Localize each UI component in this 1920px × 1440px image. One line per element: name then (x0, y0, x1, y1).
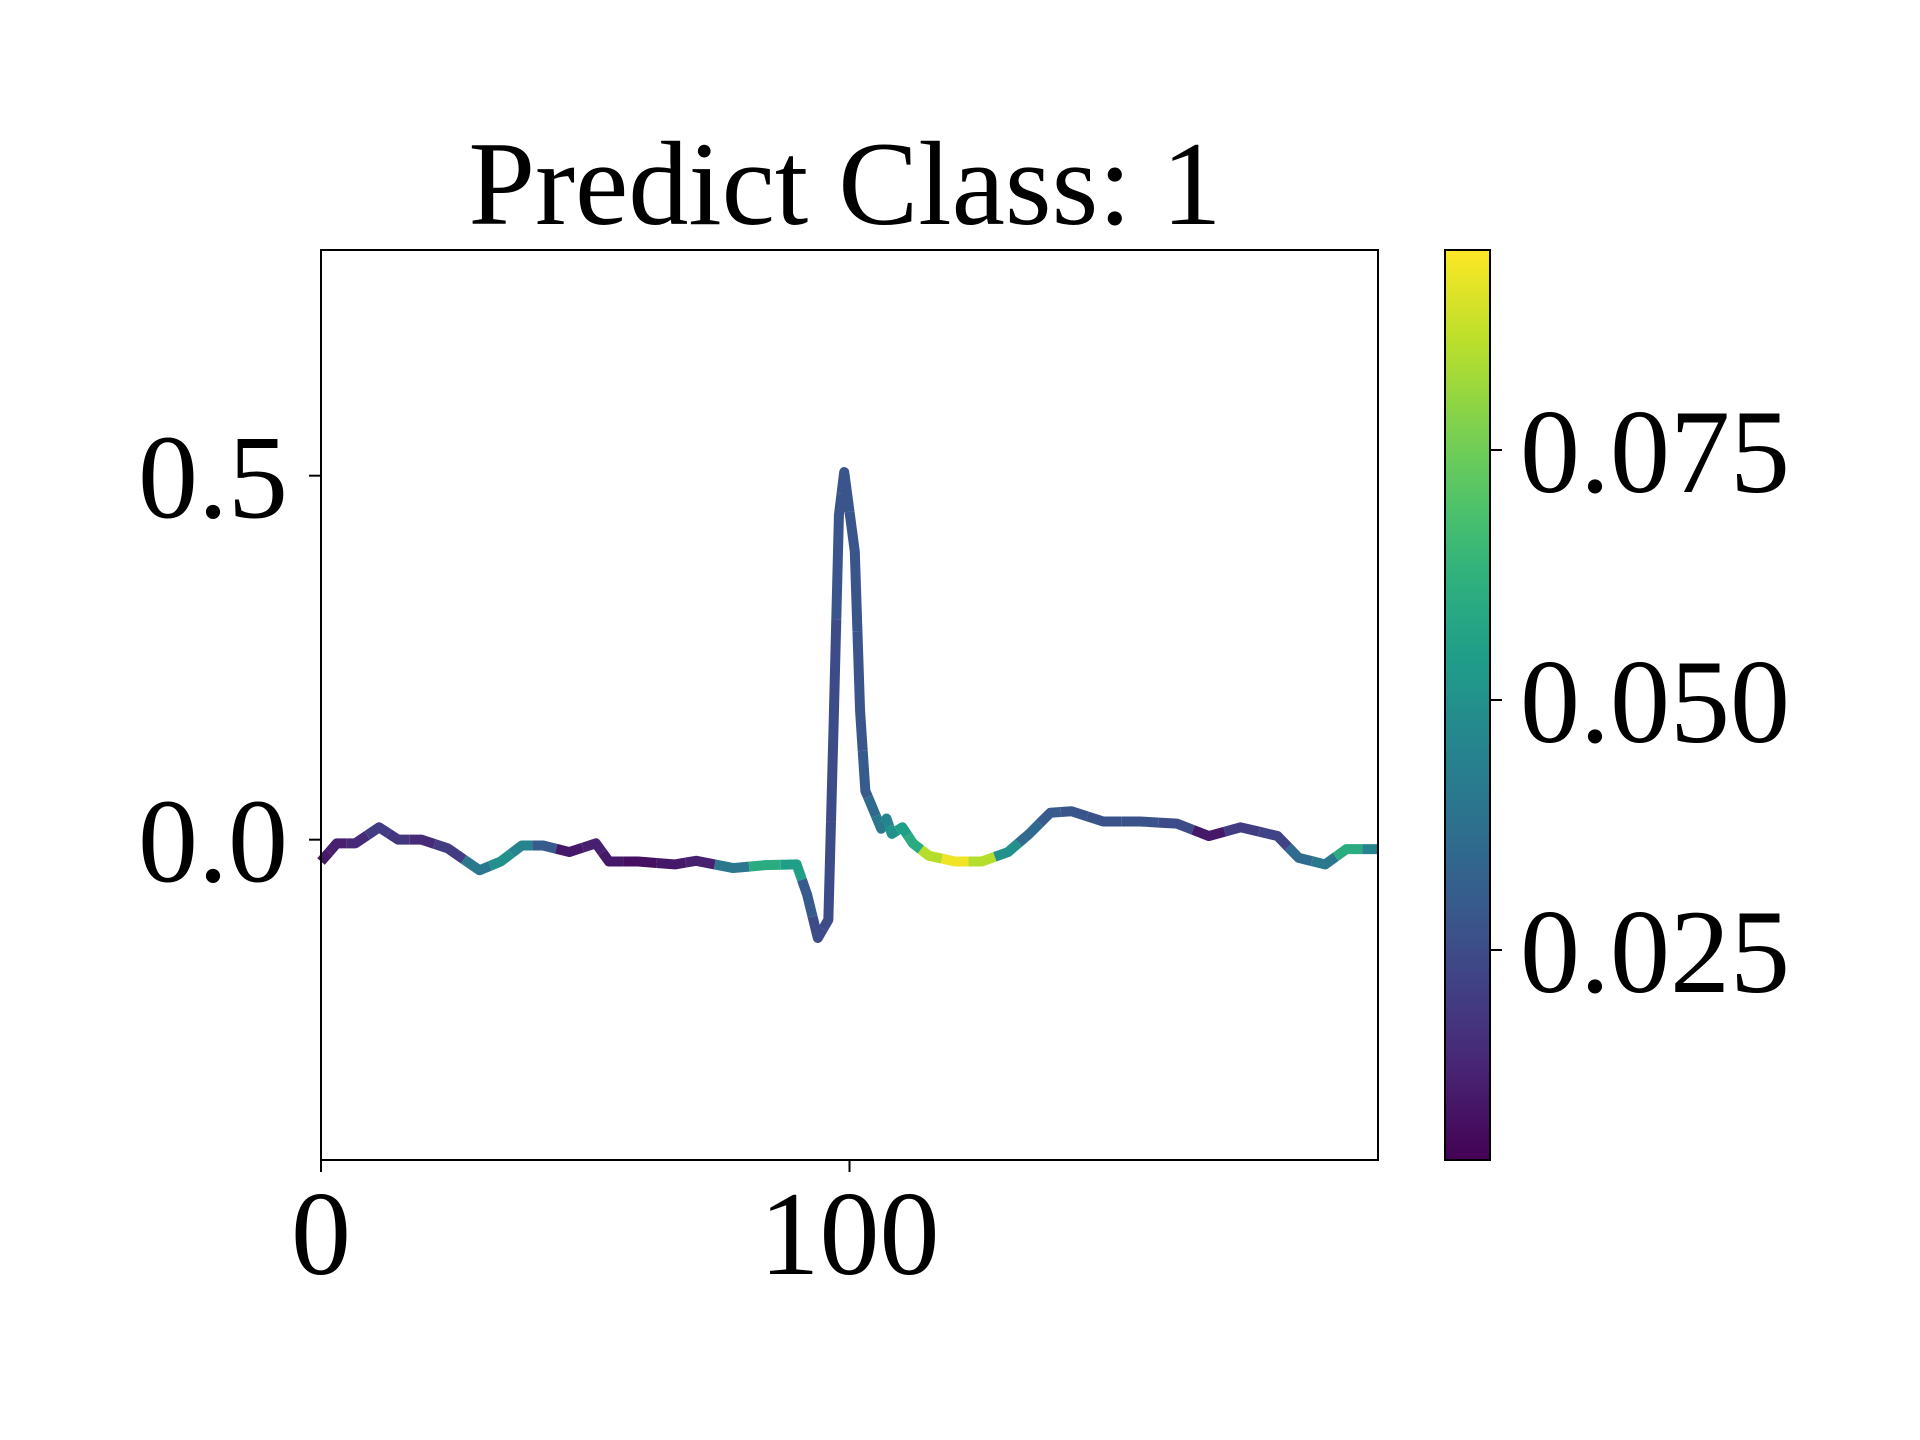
line-segment (488, 849, 515, 871)
line-segment (1060, 806, 1089, 822)
x-tick-label: 100 (760, 1167, 940, 1300)
line-segment (852, 630, 868, 752)
line-segment (317, 849, 333, 865)
line-segment (409, 834, 437, 849)
line-segment (917, 845, 944, 864)
line-segment (364, 822, 392, 840)
line-segment (460, 855, 493, 876)
line-segment (826, 618, 842, 822)
line-segment (684, 855, 716, 870)
line-segment (903, 832, 924, 854)
line-segment (346, 831, 371, 849)
line-segment (1158, 817, 1195, 835)
line-segment (844, 511, 863, 632)
y-tick-label: 0.0 (138, 775, 288, 908)
line-segment (797, 878, 818, 918)
line-segment (1036, 807, 1062, 827)
line-segment (581, 838, 607, 856)
line-segment (1284, 843, 1314, 867)
line-segment (1332, 844, 1363, 861)
line-segment (968, 852, 997, 867)
line-segment (1121, 816, 1159, 828)
line-segment (508, 840, 533, 858)
plot-frame (320, 249, 1379, 1161)
line-segment (1015, 819, 1044, 847)
x-tick-label: 0 (291, 1167, 351, 1300)
line-segment (713, 859, 750, 874)
line-segment (1223, 822, 1261, 837)
colorbar-tick-label: 0.075 (1520, 385, 1790, 518)
line-segment (623, 856, 657, 868)
line-segment (993, 839, 1022, 862)
line-segment (879, 813, 894, 828)
y-tick-label: 0.5 (138, 411, 288, 544)
line-segment (532, 840, 558, 854)
line-segment (940, 853, 969, 867)
line-segment (1085, 811, 1122, 827)
colorbar-tick-label: 0.050 (1520, 635, 1790, 768)
chart-title: Predict Class: 1 (468, 117, 1221, 250)
line-segment (748, 859, 781, 872)
line-segment (807, 915, 828, 943)
line-segment (894, 822, 912, 839)
line-segment (325, 838, 347, 856)
line-segment (857, 750, 873, 800)
colorbar (1444, 249, 1491, 1161)
colorbar-tick-label: 0.025 (1520, 885, 1790, 1018)
line-segment (863, 795, 881, 818)
line-segment (871, 814, 889, 834)
line-segment (1257, 826, 1292, 851)
line-segment (385, 829, 410, 845)
line-segment (884, 824, 900, 839)
line-segment (598, 849, 624, 867)
line-segment (780, 859, 807, 882)
line-segment (433, 839, 467, 864)
line-segment (1310, 852, 1339, 870)
line-segment (1191, 825, 1227, 842)
line-segment (836, 467, 855, 513)
line-segment (831, 492, 847, 620)
line-segment (554, 842, 585, 858)
line-segment (656, 857, 687, 870)
line-segment (818, 821, 837, 932)
